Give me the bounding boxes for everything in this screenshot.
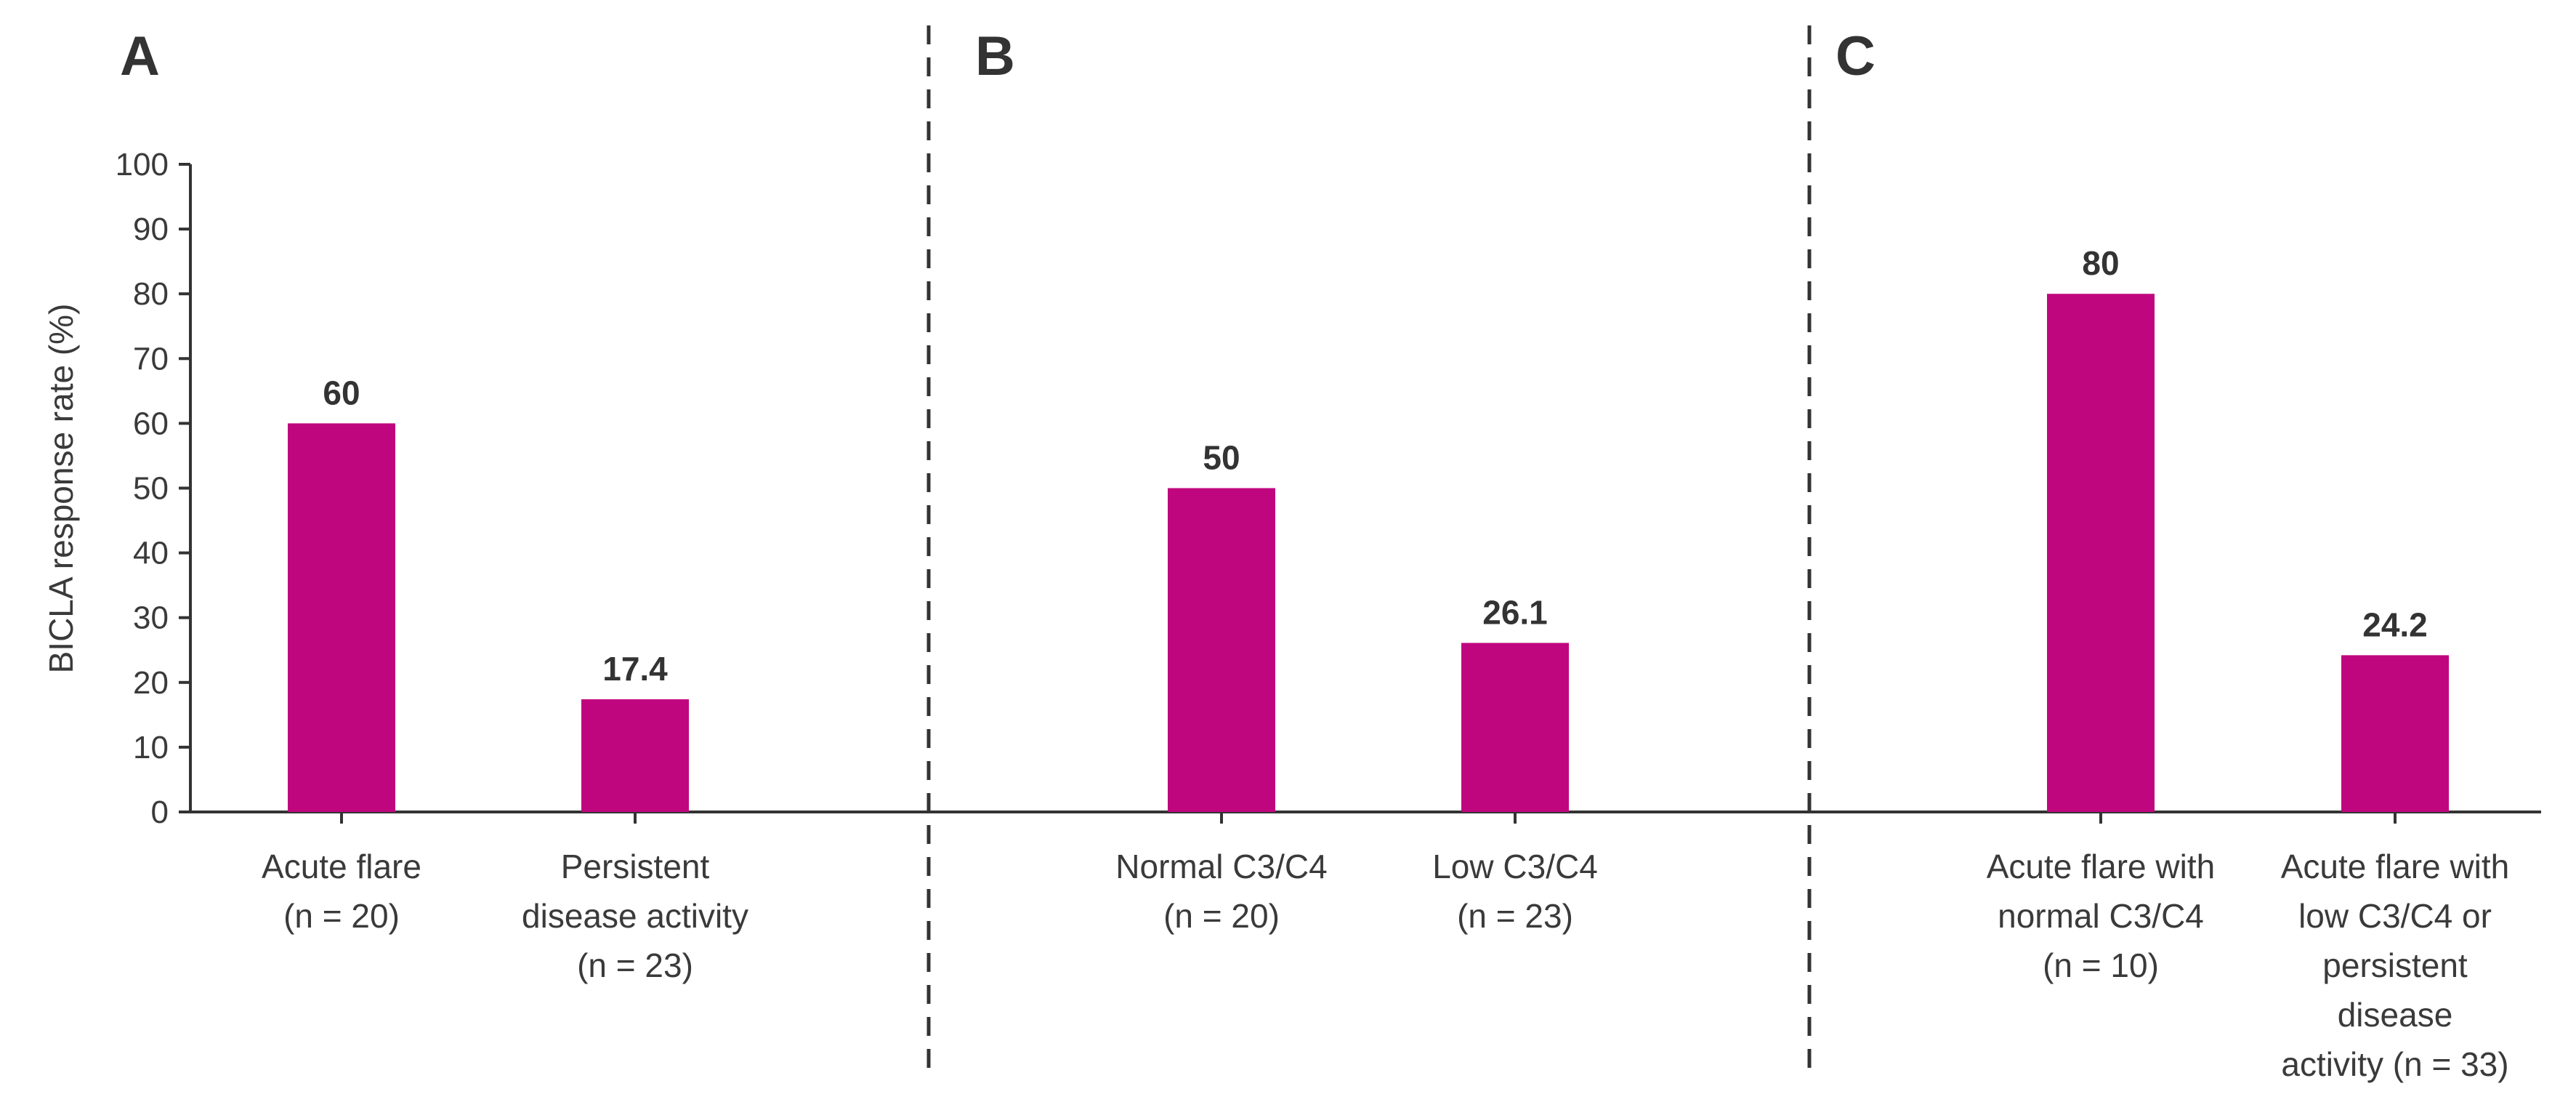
- bar: [288, 423, 395, 812]
- data-label: 24.2: [2362, 606, 2428, 643]
- bar: [1461, 643, 1569, 812]
- y-tick-label: 40: [133, 536, 169, 571]
- y-tick-label: 80: [133, 276, 169, 312]
- y-tick-label: 30: [133, 600, 169, 636]
- data-label: 60: [323, 374, 360, 411]
- x-tick-label: Low C3/C4 (n = 23): [1432, 848, 1598, 935]
- bar: [1168, 488, 1275, 812]
- x-tick-label: Normal C3/C4 (n = 20): [1115, 848, 1327, 935]
- y-tick-label: 60: [133, 406, 169, 441]
- data-label: 50: [1203, 439, 1240, 477]
- bar: [2341, 655, 2449, 812]
- data-label: 17.4: [602, 650, 668, 688]
- y-tick-label: 100: [116, 147, 169, 182]
- x-tick-label: Acute flare (n = 20): [262, 848, 421, 935]
- y-tick-label: 20: [133, 665, 169, 701]
- panel-label: B: [975, 25, 1015, 87]
- panel-label: A: [120, 25, 160, 87]
- panel-label: C: [1836, 25, 1876, 87]
- x-tick-label: Acute flare with normal C3/C4 (n = 10): [1987, 848, 2215, 984]
- data-label: 80: [2082, 244, 2119, 282]
- x-tick-label: Persistent disease activity (n = 23): [522, 848, 748, 984]
- y-tick-label: 50: [133, 471, 169, 507]
- bar: [581, 699, 689, 812]
- y-tick-label: 0: [151, 795, 169, 830]
- y-tick-label: 90: [133, 212, 169, 247]
- y-tick-label: 70: [133, 341, 169, 377]
- data-label: 26.1: [1482, 593, 1548, 631]
- y-axis-title: BICLA response rate (%): [42, 304, 80, 674]
- x-tick-label: Acute flare with low C3/C4 or persistent di…: [2281, 848, 2509, 1083]
- y-tick-label: 10: [133, 730, 169, 765]
- bar: [2047, 294, 2155, 812]
